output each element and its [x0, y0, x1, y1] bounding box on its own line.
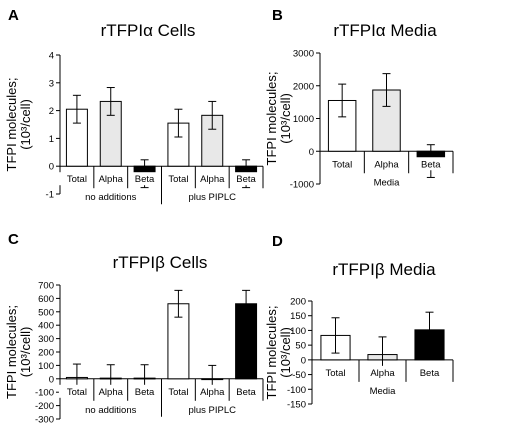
- category-label-bg: [58, 172, 95, 186]
- y-axis-label-line: (10³/cell): [278, 93, 293, 144]
- y-tick-label: 100: [290, 326, 306, 337]
- y-tick-label: -300: [35, 415, 54, 426]
- y-tick-label: 0: [49, 162, 54, 173]
- category-label-bg: [92, 384, 129, 398]
- y-tick-label: 3: [49, 78, 54, 89]
- category-label-bg: [194, 172, 231, 186]
- y-axis-label-D: TFPI molecules;(10³/cell): [264, 306, 293, 400]
- category-label: Alpha: [370, 368, 395, 379]
- category-label-bg: [414, 365, 445, 379]
- y-tick-label: 200: [38, 348, 54, 359]
- chart-title-A: rTFPIα Cells: [101, 21, 196, 40]
- category-label: Total: [67, 174, 87, 185]
- y-tick-label: 4: [49, 51, 54, 62]
- category-label-bg: [160, 384, 197, 398]
- category-label: Total: [325, 368, 345, 379]
- y-tick-label: 400: [38, 321, 54, 332]
- category-label: Beta: [421, 159, 441, 170]
- group-label: no additions: [85, 192, 136, 203]
- category-label-bg: [160, 172, 197, 186]
- group-label: Media: [370, 386, 397, 397]
- y-axis-label-line: TFPI molecules;: [4, 78, 19, 172]
- category-label-bg: [231, 172, 262, 186]
- y-axis-label-B: TFPI molecules;(10³/cell): [264, 72, 293, 166]
- category-label: Alpha: [200, 387, 225, 398]
- y-axis-label-line: TFPI molecules;: [264, 72, 279, 166]
- category-label-bg: [92, 172, 129, 186]
- panel-letter-A: A: [8, 7, 19, 24]
- category-label: Total: [168, 387, 188, 398]
- category-label: Beta: [236, 387, 256, 398]
- y-tick-label: -150: [287, 400, 306, 411]
- y-tick-label: -1: [46, 190, 54, 201]
- category-label: Total: [168, 174, 188, 185]
- category-label-bg: [324, 157, 361, 171]
- category-label-bg: [194, 384, 231, 398]
- category-label-bg: [364, 365, 401, 379]
- y-tick-label: -100: [35, 388, 54, 399]
- y-tick-label: 3000: [293, 49, 314, 60]
- y-tick-label: 50: [295, 341, 306, 352]
- category-label: Beta: [236, 174, 256, 185]
- chart-title-D: rTFPIβ Media: [332, 260, 436, 279]
- y-tick-label: 2000: [293, 81, 314, 92]
- category-label: Alpha: [200, 174, 225, 185]
- group-label: plus PIPLC: [188, 405, 236, 416]
- y-tick-label: 100: [38, 361, 54, 372]
- category-label: Beta: [135, 174, 155, 185]
- category-label-bg: [368, 157, 405, 171]
- y-axis-label-line: TFPI molecules;: [264, 306, 279, 400]
- category-label-bg: [129, 384, 160, 398]
- y-tick-label: 300: [38, 334, 54, 345]
- y-tick-label: 1: [49, 134, 54, 145]
- y-tick-label: 500: [38, 307, 54, 318]
- chart-title-C: rTFPIβ Cells: [113, 253, 208, 272]
- y-axis-label-C: TFPI molecules;(10³/cell): [4, 305, 33, 399]
- category-label: Alpha: [99, 174, 124, 185]
- category-label: Alpha: [374, 159, 399, 170]
- y-tick-label: -200: [35, 401, 54, 412]
- category-label: Beta: [420, 368, 440, 379]
- category-label-bg: [231, 384, 262, 398]
- category-label: Beta: [135, 387, 155, 398]
- y-tick-label: -1000: [290, 180, 314, 191]
- category-label-bg: [415, 157, 446, 171]
- y-axis-label-line: TFPI molecules;: [4, 305, 19, 399]
- group-label: plus PIPLC: [188, 192, 236, 203]
- y-tick-label: 1000: [293, 114, 314, 125]
- y-tick-label: 0: [309, 147, 314, 158]
- y-axis-label-line: (10³/cell): [278, 327, 293, 378]
- panel-letter-B: B: [272, 7, 283, 24]
- y-tick-label: 200: [290, 297, 306, 308]
- panel-letter-D: D: [272, 233, 283, 250]
- category-label: Alpha: [99, 387, 124, 398]
- y-tick-label: -50: [292, 370, 306, 381]
- category-label-bg: [58, 384, 95, 398]
- group-label: no additions: [85, 405, 136, 416]
- y-tick-label: 0: [49, 374, 54, 385]
- y-axis-label-line: (10³/cell): [18, 327, 33, 378]
- group-label: Media: [374, 177, 401, 188]
- y-tick-label: 600: [38, 294, 54, 305]
- panel-letter-C: C: [8, 231, 19, 248]
- y-tick-label: 700: [38, 281, 54, 292]
- category-label-bg: [317, 365, 354, 379]
- category-label: Total: [332, 159, 352, 170]
- category-label-bg: [129, 172, 160, 186]
- category-label: Total: [67, 387, 87, 398]
- y-tick-label: 0: [301, 355, 306, 366]
- y-tick-label: -100: [287, 385, 306, 396]
- y-tick-label: 150: [290, 311, 306, 322]
- chart-title-B: rTFPIα Media: [333, 21, 437, 40]
- y-axis-label-line: (10³/cell): [18, 99, 33, 150]
- y-axis-label-A: TFPI molecules;(10³/cell): [4, 78, 33, 172]
- y-tick-label: 2: [49, 106, 54, 117]
